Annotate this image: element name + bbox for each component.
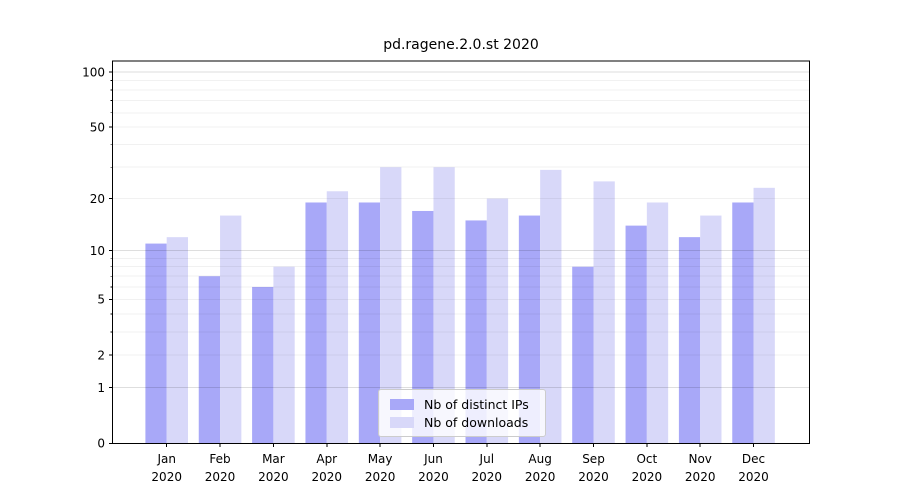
bar-nb-of-downloads-oct xyxy=(646,202,669,444)
x-tick-label-year-jul: 2020 xyxy=(472,470,503,484)
bar-nb-of-distinct-ips-sep xyxy=(572,266,594,444)
x-tick-label-month-sep: Sep xyxy=(582,452,605,466)
x-tick-label-year-feb: 2020 xyxy=(205,470,236,484)
x-tick-label-month-oct: Oct xyxy=(636,452,657,466)
legend-item-downloads: Nb of downloads xyxy=(390,414,535,430)
bar-nb-of-downloads-mar xyxy=(273,266,295,444)
legend: Nb of distinct IPs Nb of downloads xyxy=(378,389,546,437)
bar-nb-of-downloads-aug xyxy=(540,169,562,444)
bar-nb-of-downloads-apr xyxy=(326,191,349,444)
bar-nb-of-downloads-jun xyxy=(433,167,455,444)
y-tick-label-20: 20 xyxy=(90,192,105,206)
bar-nb-of-downloads-jan xyxy=(166,237,188,444)
bar-nb-of-downloads-sep xyxy=(593,181,615,444)
x-tick-label-month-jun: Jun xyxy=(423,452,443,466)
x-tick-label-month-dec: Dec xyxy=(742,452,765,466)
legend-swatch-distinct-ips xyxy=(390,398,414,410)
x-tick-label-month-nov: Nov xyxy=(688,452,711,466)
bar-nb-of-distinct-ips-jul xyxy=(465,220,487,444)
x-tick-label-year-apr: 2020 xyxy=(311,470,342,484)
bar-nb-of-downloads-feb xyxy=(220,215,242,444)
x-tick-label-year-aug: 2020 xyxy=(525,470,556,484)
x-tick-label-month-jan: Jan xyxy=(156,452,176,466)
bar-nb-of-downloads-jul xyxy=(486,198,509,444)
x-tick-label-month-mar: Mar xyxy=(262,452,285,466)
bar-nb-of-downloads-nov xyxy=(700,215,722,444)
bar-nb-of-distinct-ips-mar xyxy=(252,286,274,444)
x-tick-label-year-may: 2020 xyxy=(365,470,396,484)
x-tick-label-year-oct: 2020 xyxy=(632,470,663,484)
x-tick-label-month-aug: Aug xyxy=(528,452,551,466)
x-tick-label-year-nov: 2020 xyxy=(685,470,716,484)
y-tick-label-2: 2 xyxy=(97,348,105,362)
bar-nb-of-distinct-ips-jan xyxy=(145,243,167,444)
bar-nb-of-downloads-dec xyxy=(753,187,775,444)
bar-nb-of-downloads-may xyxy=(380,167,402,444)
y-tick-label-0: 0 xyxy=(97,437,105,451)
legend-label-downloads: Nb of downloads xyxy=(424,414,529,430)
y-tick-label-5: 5 xyxy=(97,293,105,307)
x-tick-label-year-dec: 2020 xyxy=(738,470,769,484)
bar-nb-of-distinct-ips-apr xyxy=(305,202,327,444)
legend-swatch-downloads xyxy=(390,416,414,428)
x-tick-label-month-feb: Feb xyxy=(209,452,230,466)
y-tick-label-100: 100 xyxy=(82,65,105,79)
x-tick-label-year-sep: 2020 xyxy=(578,470,609,484)
bar-nb-of-distinct-ips-aug xyxy=(518,215,541,444)
bar-nb-of-distinct-ips-oct xyxy=(625,225,647,444)
legend-label-distinct-ips: Nb of distinct IPs xyxy=(424,396,529,412)
x-tick-label-month-apr: Apr xyxy=(316,452,337,466)
bar-nb-of-distinct-ips-dec xyxy=(732,202,754,444)
y-tick-label-10: 10 xyxy=(90,244,105,258)
legend-item-distinct-ips: Nb of distinct IPs xyxy=(390,396,535,412)
bar-nb-of-distinct-ips-may xyxy=(358,202,381,444)
x-tick-label-month-jul: Jul xyxy=(479,452,494,466)
y-tick-label-1: 1 xyxy=(97,381,105,395)
bar-nb-of-distinct-ips-feb xyxy=(198,276,221,444)
plot-border xyxy=(112,60,810,444)
bar-nb-of-distinct-ips-jun xyxy=(412,210,434,444)
x-tick-label-year-jan: 2020 xyxy=(151,470,182,484)
bar-nb-of-distinct-ips-nov xyxy=(678,237,701,444)
chart-title: pd.ragene.2.0.st 2020 xyxy=(383,37,539,53)
y-tick-label-50: 50 xyxy=(90,120,105,134)
x-tick-label-month-may: May xyxy=(368,452,393,466)
x-tick-label-year-jun: 2020 xyxy=(418,470,449,484)
x-tick-label-year-mar: 2020 xyxy=(258,470,289,484)
